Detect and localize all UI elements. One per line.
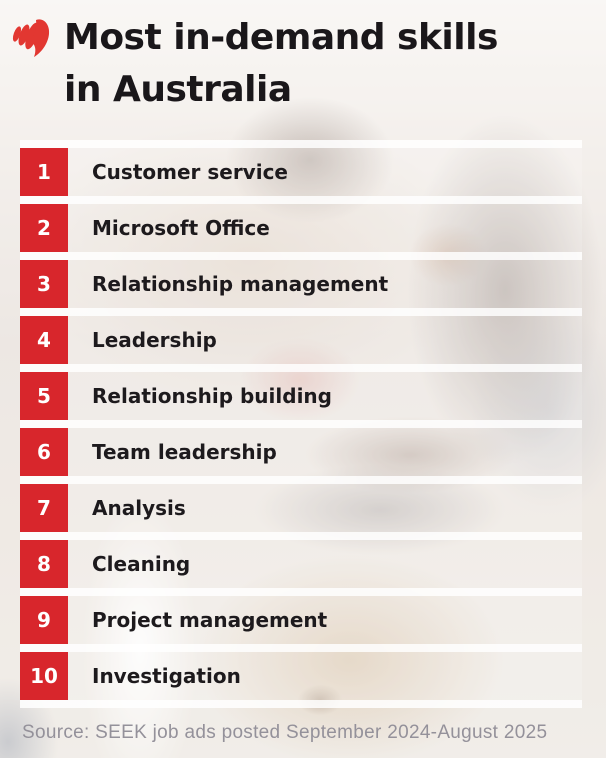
skill-row: 5 Relationship building xyxy=(20,372,582,420)
skill-label: Team leadership xyxy=(92,440,277,464)
rank-badge: 1 xyxy=(20,148,68,196)
skill-label: Customer service xyxy=(92,160,288,184)
rank-badge: 9 xyxy=(20,596,68,644)
row-separator xyxy=(20,700,582,708)
rank-badge: 4 xyxy=(20,316,68,364)
row-separator xyxy=(20,476,582,484)
title-line-1: Most in-demand skills xyxy=(64,17,498,58)
skill-row: 10 Investigation xyxy=(20,652,582,700)
skill-row: 1 Customer service xyxy=(20,148,582,196)
rank-number: 8 xyxy=(37,552,51,576)
row-separator xyxy=(20,588,582,596)
rank-badge: 2 xyxy=(20,204,68,252)
skill-row: 3 Relationship management xyxy=(20,260,582,308)
rank-badge: 3 xyxy=(20,260,68,308)
rank-number: 3 xyxy=(37,272,51,296)
skill-row: 6 Team leadership xyxy=(20,428,582,476)
skill-row: 4 Leadership xyxy=(20,316,582,364)
rank-badge: 10 xyxy=(20,652,68,700)
skill-row: 2 Microsoft Office xyxy=(20,204,582,252)
rank-number: 9 xyxy=(37,608,51,632)
title-line-2: in Australia xyxy=(64,69,292,110)
row-separator xyxy=(20,140,582,148)
rank-number: 2 xyxy=(37,216,51,240)
page-title: Most in-demand skills in Australia xyxy=(64,12,498,116)
skill-row: 9 Project management xyxy=(20,596,582,644)
skills-list: 1 Customer service 2 Microsoft Office 3 … xyxy=(20,140,582,708)
skill-label: Leadership xyxy=(92,328,217,352)
source-caption: Source: SEEK job ads posted September 20… xyxy=(22,722,548,743)
row-separator xyxy=(20,364,582,372)
rank-badge: 8 xyxy=(20,540,68,588)
rank-number: 1 xyxy=(37,160,51,184)
skill-label: Cleaning xyxy=(92,552,191,576)
skill-row: 8 Cleaning xyxy=(20,540,582,588)
row-separator xyxy=(20,252,582,260)
skill-label: Analysis xyxy=(92,496,186,520)
rank-badge: 5 xyxy=(20,372,68,420)
skill-label: Relationship building xyxy=(92,384,332,408)
rank-badge: 6 xyxy=(20,428,68,476)
rank-number: 4 xyxy=(37,328,51,352)
row-separator xyxy=(20,644,582,652)
row-separator xyxy=(20,196,582,204)
rank-number: 5 xyxy=(37,384,51,408)
row-separator xyxy=(20,420,582,428)
rank-number: 10 xyxy=(30,664,58,688)
sbs-logo-icon xyxy=(8,12,52,58)
skill-label: Microsoft Office xyxy=(92,216,270,240)
rank-badge: 7 xyxy=(20,484,68,532)
skill-row: 7 Analysis xyxy=(20,484,582,532)
skill-label: Relationship management xyxy=(92,272,389,296)
skill-label: Project management xyxy=(92,608,328,632)
skill-label: Investigation xyxy=(92,664,241,688)
row-separator xyxy=(20,532,582,540)
rank-number: 6 xyxy=(37,440,51,464)
row-separator xyxy=(20,308,582,316)
rank-number: 7 xyxy=(37,496,51,520)
